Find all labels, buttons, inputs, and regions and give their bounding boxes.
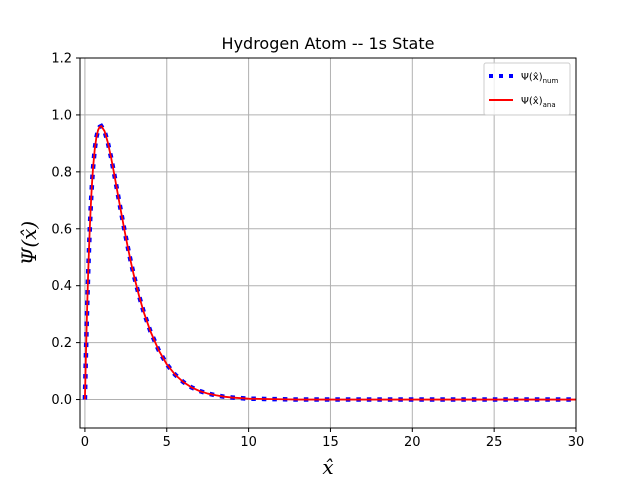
series-ana-point	[96, 137, 97, 138]
series-ana-point	[99, 126, 100, 127]
series-ana-point	[88, 248, 89, 249]
series-ana-point	[313, 399, 314, 400]
y-tick-label: 0.0	[51, 393, 72, 408]
legend-label-ana-sub: ana	[543, 101, 556, 109]
series-ana-point	[84, 399, 85, 400]
series-ana-point	[232, 397, 233, 398]
series-ana-point	[143, 312, 144, 313]
series-ana-point	[97, 130, 98, 131]
series-ana-point	[93, 167, 94, 168]
series-ana-point	[510, 399, 511, 400]
series-ana-point	[130, 261, 131, 262]
series-ana-point	[297, 399, 298, 400]
series-ana-point	[543, 399, 544, 400]
series-ana-point	[379, 399, 380, 400]
plot-area	[82, 123, 576, 402]
series-ana-point	[107, 142, 108, 143]
series-ana-point	[428, 399, 429, 400]
series-ana-point	[494, 399, 495, 400]
series-ana-point	[444, 399, 445, 400]
series-ana-point	[85, 362, 86, 363]
series-ana-point	[111, 157, 112, 158]
x-tick-label: 20	[404, 435, 421, 450]
plot-frame	[79, 57, 577, 429]
series-ana-point	[138, 295, 139, 296]
y-tick-label: 1.0	[51, 108, 72, 123]
series-ana-point	[104, 131, 105, 132]
legend-label-ana-main: Ψ(x̂)	[521, 95, 543, 107]
series-ana-point	[86, 329, 87, 330]
series-ana-point	[117, 193, 118, 194]
series-ana-point	[330, 399, 331, 400]
x-tick-label: 15	[322, 435, 339, 450]
series-ana-point	[89, 227, 90, 228]
series-ana-point	[281, 399, 282, 400]
series-ana-point	[346, 399, 347, 400]
series-ana-point	[92, 178, 93, 179]
series-ana-point	[461, 399, 462, 400]
series-ana-point	[207, 393, 208, 394]
series-ana-point	[223, 396, 224, 397]
x-axis-label: x̂	[322, 455, 333, 479]
x-tick-label: 30	[568, 435, 585, 450]
x-tick-label: 0	[81, 435, 89, 450]
series-ana-point	[120, 211, 121, 212]
series-ana-point	[166, 364, 167, 365]
legend-label-ana: Ψ(x̂)ana	[521, 95, 556, 109]
series-ana-point	[158, 349, 159, 350]
y-tick-label: 0.8	[51, 165, 72, 180]
series-ana-point	[363, 399, 364, 400]
series-ana-point	[91, 192, 92, 193]
series-ana-point	[114, 174, 115, 175]
legend-label-num-main: Ψ(x̂)	[521, 71, 543, 83]
series-ana-point	[124, 228, 125, 229]
y-axis-label: Ψ(x̂)	[17, 221, 41, 265]
x-tick-label: 10	[240, 435, 257, 450]
chart-title: Hydrogen Atom -- 1s State	[222, 34, 435, 53]
y-tick-label: 0.4	[51, 279, 72, 294]
y-tick-label: 0.6	[51, 222, 72, 237]
legend-label-num: Ψ(x̂)num	[521, 71, 558, 85]
legend: Ψ(x̂)num Ψ(x̂)ana	[483, 62, 571, 116]
legend-label-num-sub: num	[543, 77, 559, 85]
y-tick-label: 0.2	[51, 336, 72, 351]
series-ana-point	[90, 209, 91, 210]
series-ana-point	[133, 275, 134, 276]
y-axis-ticks: 0.0 0.2 0.4 0.6 0.8 1.0 1.2	[51, 52, 80, 408]
series-ana-point	[559, 399, 560, 400]
series-ana-point	[191, 387, 192, 388]
x-tick-label: 5	[163, 435, 171, 450]
series-ana-point	[127, 245, 128, 246]
series-ana-point	[264, 398, 265, 399]
series-ana-point	[526, 399, 527, 400]
series-ana-point	[87, 299, 88, 300]
series-ana-point	[174, 374, 175, 375]
series-ana-point	[94, 149, 95, 150]
x-tick-label: 25	[486, 435, 503, 450]
legend-box	[483, 62, 571, 116]
series-ana-point	[215, 395, 216, 396]
series-ana-point	[248, 398, 249, 399]
series-ana-point	[88, 272, 89, 273]
x-axis-ticks: 0 5 10 15 20 25 30	[81, 428, 585, 450]
series-ana-point	[477, 399, 478, 400]
series-ana-point	[150, 331, 151, 332]
series-ana-point	[412, 399, 413, 400]
series-ana-point	[395, 399, 396, 400]
series-ana-line	[84, 125, 576, 401]
series-ana-point	[101, 125, 102, 126]
series-ana-point	[183, 381, 184, 382]
y-tick-label: 1.2	[51, 52, 72, 67]
series-ana-point	[199, 390, 200, 391]
